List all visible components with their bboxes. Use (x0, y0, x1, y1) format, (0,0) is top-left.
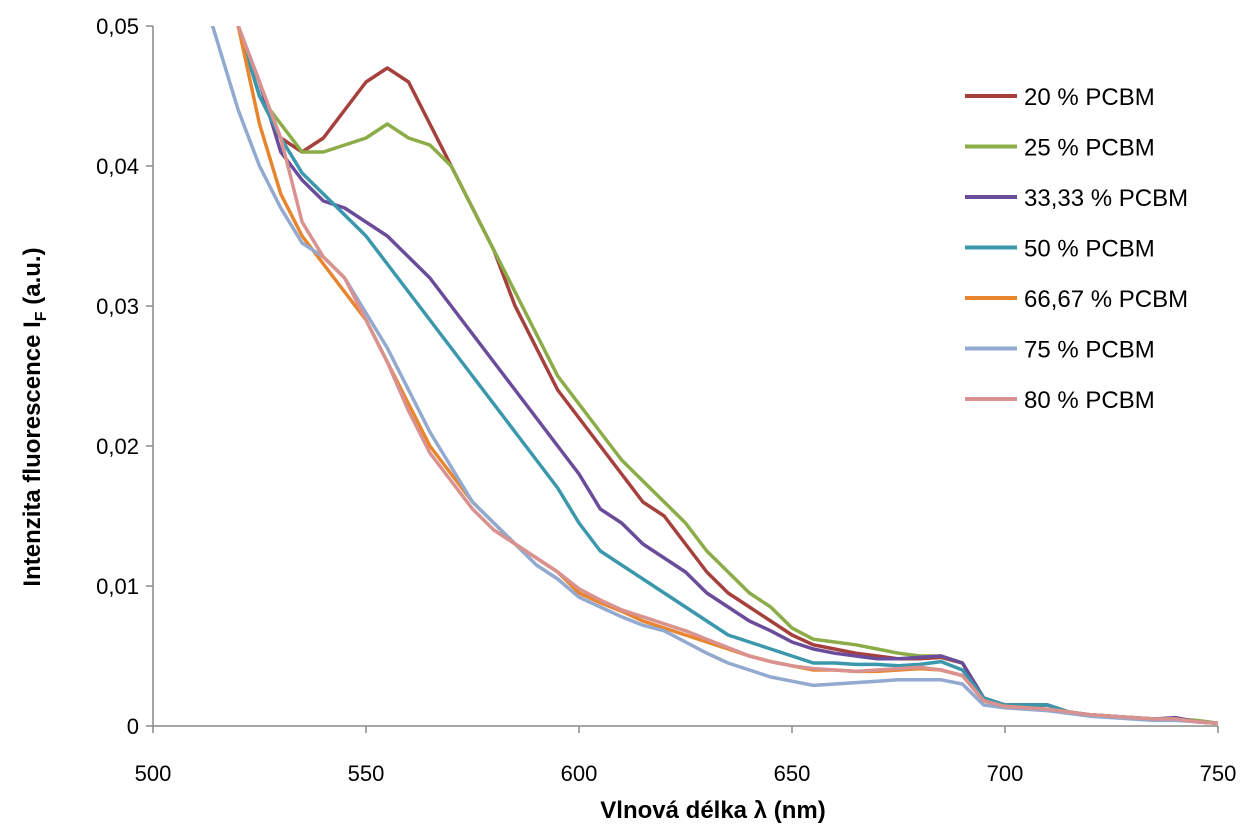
legend-label: 20 % PCBM (1024, 84, 1155, 111)
series-line-2 (236, 26, 1218, 725)
legend-label: 80 % PCBM (1024, 387, 1155, 414)
x-tick-label: 750 (1200, 761, 1237, 786)
y-tick-label: 0,04 (96, 154, 139, 179)
legend-label: 50 % PCBM (1024, 236, 1155, 263)
y-tick-label: 0,01 (96, 574, 139, 599)
x-axis-title: Vlnová délka λ (nm) (600, 797, 825, 824)
y-tick-label: 0,03 (96, 294, 139, 319)
x-tick-label: 550 (348, 761, 385, 786)
legend-label: 66,67 % PCBM (1024, 286, 1188, 313)
y-tick-label: 0,02 (96, 434, 139, 459)
legend-label: 75 % PCBM (1024, 337, 1155, 364)
y-axis-title-main: Intenzita fluorescence I (19, 321, 46, 586)
series-layer (210, 26, 1218, 725)
x-tick-label: 600 (561, 761, 598, 786)
x-tick-label: 700 (987, 761, 1024, 786)
series-line-3 (236, 26, 1218, 725)
legend-label: 25 % PCBM (1024, 135, 1155, 162)
series-line-6 (210, 26, 1218, 725)
axes: 0 0,01 0,02 0,03 0,04 0,05 500 550 600 650 700 750 (96, 14, 1236, 786)
series-line-4 (236, 26, 1218, 725)
x-tick-label: 500 (135, 761, 172, 786)
series-line-1 (236, 26, 1218, 725)
y-tick-label: 0 (127, 714, 139, 739)
x-tick-label: 650 (774, 761, 811, 786)
series-line-7 (236, 26, 1218, 725)
y-axis-title: Intenzita fluorescence IF (a.u.) (19, 247, 50, 586)
legend-label: 33,33 % PCBM (1024, 185, 1188, 212)
legend: 20 % PCBM 25 % PCBM 33,33 % PCBM 50 % PCBM 6… (965, 84, 1188, 414)
y-axis-title-subscript: F (33, 311, 50, 321)
y-axis-title-unit: (a.u.) (19, 247, 46, 311)
y-tick-label: 0,05 (96, 14, 139, 39)
series-line-5 (236, 26, 1218, 725)
